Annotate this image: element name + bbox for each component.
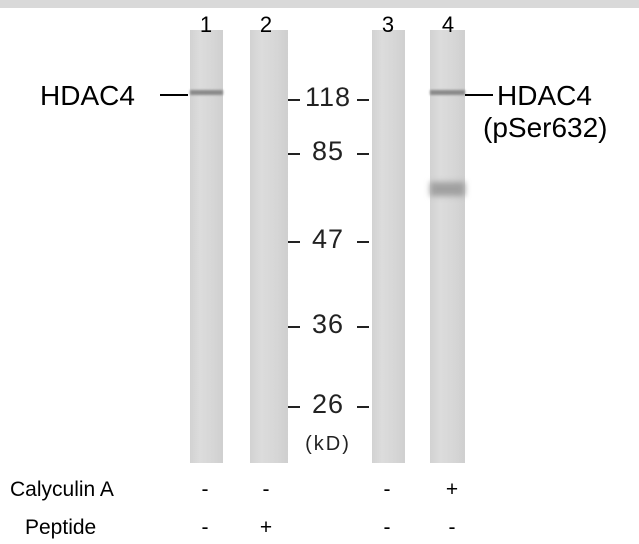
treatment-sign: -	[201, 516, 209, 539]
right-label: (pSer632)	[483, 112, 608, 143]
header-strip	[0, 0, 639, 8]
lane-3	[372, 30, 405, 463]
marker-label: 85	[311, 136, 345, 166]
marker-dash	[288, 241, 300, 243]
right-pointer	[465, 94, 493, 96]
unit-label: (kD)	[305, 433, 351, 455]
left-pointer	[160, 94, 188, 96]
treatment-sign: -	[383, 478, 391, 501]
marker-dash	[288, 406, 300, 408]
right-label: HDAC4	[497, 80, 592, 111]
treatment-sign: +	[445, 478, 459, 501]
lane-number: 4	[441, 12, 455, 37]
marker-label: 36	[311, 309, 345, 339]
treatment-name: Peptide	[25, 516, 97, 539]
treatment-name: Calyculin A	[10, 478, 114, 501]
marker-label: 118	[304, 82, 352, 112]
treatment-sign: -	[262, 478, 270, 501]
treatment-sign: -	[383, 516, 391, 539]
band	[190, 90, 223, 95]
lane-1	[190, 30, 223, 463]
marker-label: 47	[311, 224, 345, 254]
marker-dash	[288, 153, 300, 155]
marker-label: 26	[311, 389, 345, 419]
lane-number: 1	[199, 12, 213, 37]
marker-dash	[288, 99, 300, 101]
treatment-sign: -	[448, 516, 456, 539]
band	[430, 90, 465, 95]
lane-4	[430, 30, 465, 463]
marker-dash	[288, 326, 300, 328]
left-label: HDAC4	[40, 80, 135, 111]
marker-dash	[357, 406, 369, 408]
marker-dash	[357, 99, 369, 101]
lane-number: 3	[381, 12, 395, 37]
marker-dash	[357, 326, 369, 328]
treatment-sign: -	[201, 478, 209, 501]
lane-number: 2	[259, 12, 273, 37]
treatment-sign: +	[259, 516, 273, 539]
marker-dash	[357, 153, 369, 155]
marker-dash	[357, 241, 369, 243]
lane-2	[250, 30, 288, 463]
band	[430, 182, 465, 196]
